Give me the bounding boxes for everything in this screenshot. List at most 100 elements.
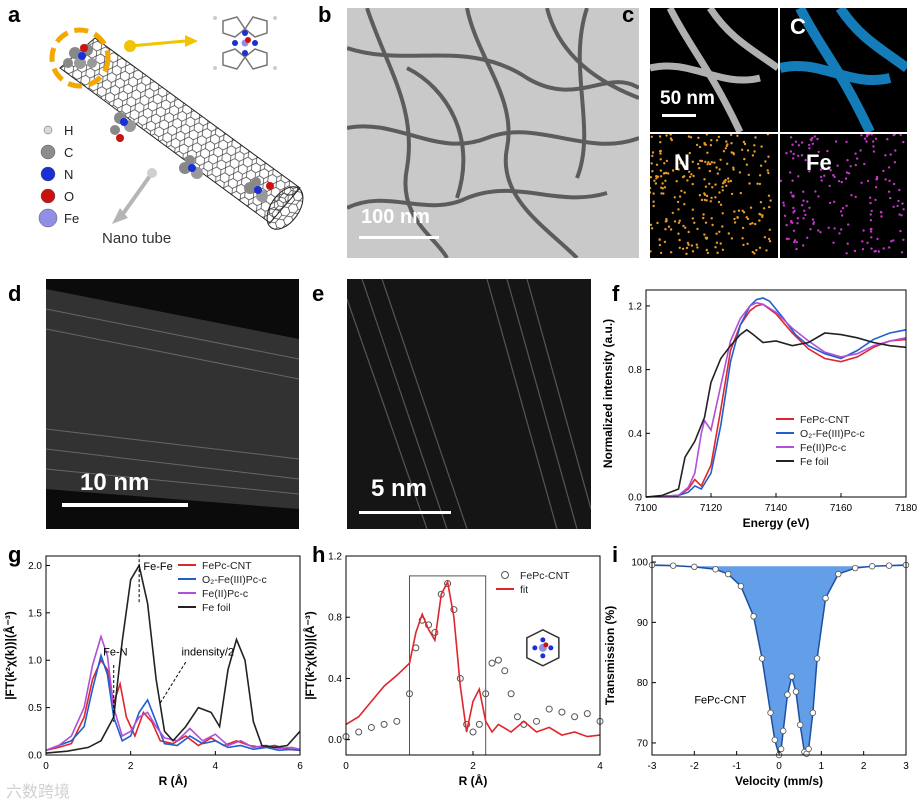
eds-dot	[763, 236, 767, 239]
eds-dot	[838, 232, 841, 235]
eds-dot	[659, 175, 663, 178]
panel-label-c: c	[622, 2, 635, 27]
eds-dot	[792, 157, 795, 160]
fepc-cluster-1	[63, 44, 97, 69]
x-tick-label: 2	[470, 761, 476, 772]
eds-dot	[671, 211, 674, 215]
eds-dot	[768, 205, 771, 209]
eds-dot	[683, 191, 686, 194]
eds-dot	[741, 226, 745, 230]
eds-dot	[892, 239, 895, 242]
plot-frame	[45, 555, 301, 756]
eds-dot	[899, 229, 902, 233]
atom-legend-swatch-fe	[38, 208, 58, 228]
eds-dot	[658, 150, 662, 153]
eds-dot	[823, 174, 826, 177]
eds-dot	[732, 166, 735, 169]
eds-dot	[863, 137, 867, 140]
eds-dot	[782, 204, 786, 207]
watermark: 六数跨境	[6, 782, 71, 801]
legend-label-fe-foil: Fe foil	[800, 456, 829, 468]
eds-dot	[758, 212, 761, 216]
eds-dot	[796, 222, 799, 225]
eds-dot	[688, 151, 691, 155]
eds-dot	[792, 206, 795, 210]
eds-dot	[767, 155, 770, 158]
eds-dot	[673, 220, 677, 223]
eds-dot	[816, 137, 819, 141]
plot-frame	[345, 555, 601, 756]
eds-dot	[829, 169, 832, 172]
eds-dot	[783, 214, 787, 217]
y-tick-label: 0.0	[28, 751, 42, 762]
legend-label-fepc-cnt: FePc-CNT	[202, 560, 252, 572]
eds-dot	[679, 162, 682, 165]
eds-dot	[716, 251, 719, 254]
eds-dot	[691, 208, 694, 211]
eds-dot	[709, 144, 713, 147]
eds-dot	[650, 223, 653, 226]
eds-dot	[687, 243, 690, 246]
eds-dot	[866, 179, 870, 183]
eds-dot	[820, 179, 823, 182]
eds-dot	[809, 228, 812, 231]
eds-dot	[872, 150, 876, 153]
y-tick-label: 1.0	[28, 656, 42, 667]
eds-dot	[729, 134, 733, 137]
eds-dot	[792, 229, 796, 232]
eds-dot	[759, 164, 763, 167]
eds-dot	[874, 186, 878, 189]
eds-dot	[832, 174, 835, 177]
data-point	[780, 727, 787, 735]
eds-dot	[685, 246, 689, 250]
x-tick-label: 4	[213, 761, 219, 772]
eds-dot	[753, 144, 756, 147]
series-line-o-fe-iii-pc-c	[45, 652, 301, 752]
eds-dot	[658, 243, 662, 247]
eds-dot	[726, 162, 729, 165]
eds-dot	[819, 231, 822, 234]
data-point	[737, 582, 745, 590]
data-point	[558, 708, 566, 716]
eds-dot	[736, 216, 739, 219]
eds-dot	[719, 203, 723, 206]
x-tick-label: 7120	[700, 503, 723, 514]
eds-dot	[854, 152, 857, 155]
legend-label-fe-ii-pc-c: Fe(II)Pc-c	[202, 588, 248, 600]
eds-dot	[751, 222, 754, 225]
eds-dot	[797, 154, 800, 158]
y-tick-label: 0.8	[628, 365, 642, 376]
data-point	[792, 688, 800, 695]
eds-dot	[729, 179, 733, 183]
y-tick-label: 1.2	[328, 552, 342, 563]
eds-dot	[691, 250, 695, 253]
eds-dot	[804, 158, 807, 162]
eds-dot	[847, 223, 850, 226]
eds-dot	[658, 238, 661, 241]
eds-dot	[725, 140, 728, 143]
eds-dot	[721, 182, 725, 185]
eds-dot	[677, 221, 681, 224]
y-tick-label: 0.4	[328, 674, 342, 685]
eds-dot	[697, 136, 700, 139]
nanotube-pointer	[118, 171, 154, 220]
eds-dot	[687, 135, 691, 138]
eds-dot	[859, 149, 862, 152]
eds-dot	[836, 164, 839, 167]
annotation-intensity: indensity/2	[181, 647, 234, 659]
legend-label-fe-foil: Fe foil	[202, 602, 231, 614]
eds-dot	[860, 181, 863, 184]
fepc-cluster-4	[244, 177, 274, 202]
eds-dot	[806, 236, 809, 239]
eds-dot	[849, 165, 852, 168]
atom-legend-label-o: O	[64, 189, 74, 204]
scale-text-c: 50 nm	[660, 88, 715, 109]
legend-label-fepc-cnt: FePc-CNT	[800, 414, 850, 426]
data-point	[355, 728, 363, 736]
eds-dot	[659, 152, 662, 155]
data-point	[469, 728, 477, 736]
eds-dot	[899, 134, 902, 137]
eds-dot	[898, 188, 901, 192]
eds-dot	[894, 149, 897, 152]
plot-frame	[645, 289, 907, 498]
